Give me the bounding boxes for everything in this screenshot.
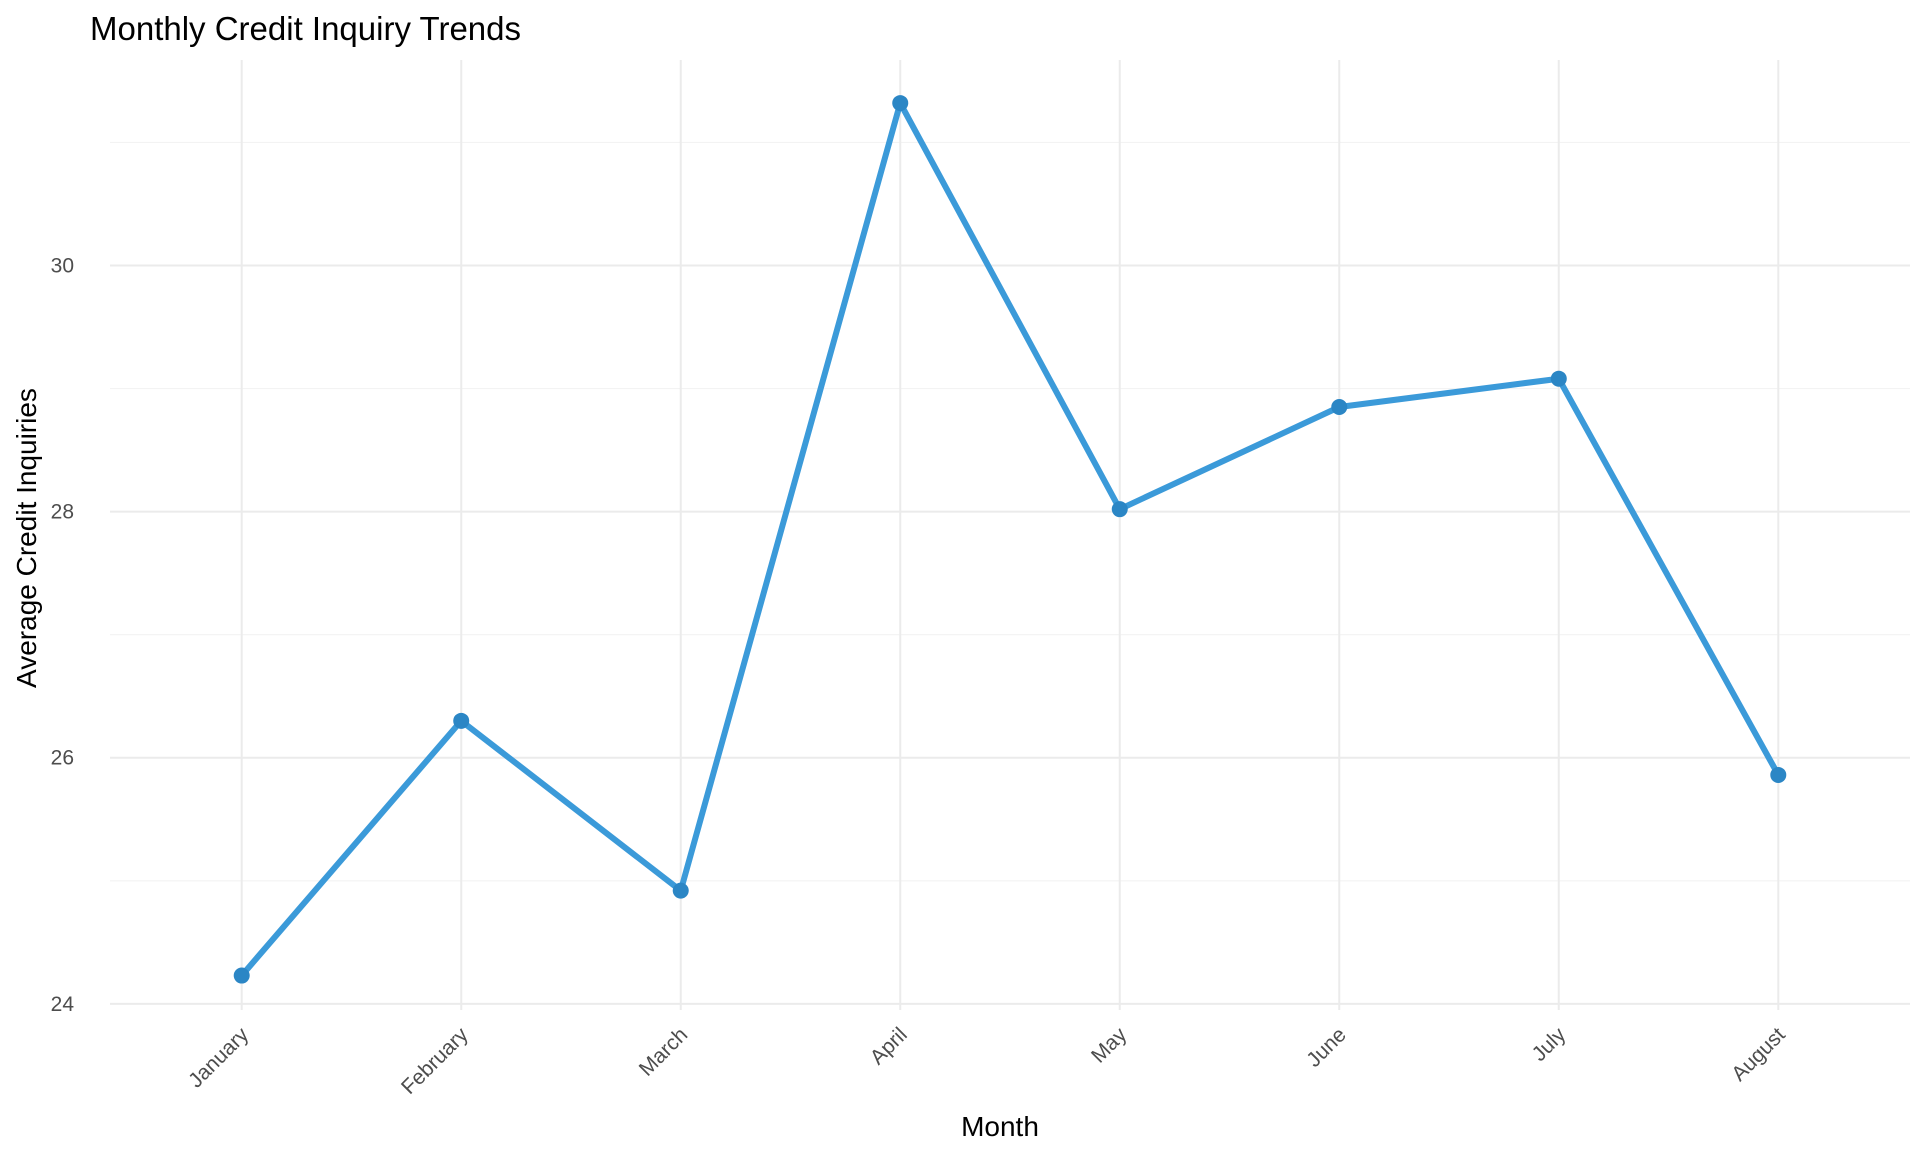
grid: [110, 60, 1910, 1010]
series-line: [238, 100, 1782, 979]
series-line-group: [233, 95, 1787, 984]
chart-title: Monthly Credit Inquiry Trends: [90, 10, 521, 47]
data-point: [1550, 370, 1567, 387]
x-tick-label: March: [635, 1023, 693, 1081]
x-tick-label: June: [1302, 1023, 1350, 1071]
x-tick-label: April: [866, 1023, 912, 1069]
x-tick-label: February: [397, 1023, 473, 1099]
x-tick-label: July: [1528, 1023, 1571, 1066]
x-tick-label: August: [1727, 1023, 1790, 1086]
data-point: [892, 95, 909, 112]
y-tick-label: 28: [51, 501, 74, 524]
y-tick-label: 24: [51, 993, 75, 1016]
data-point: [233, 967, 250, 984]
x-axis-title: Month: [961, 1111, 1039, 1142]
data-point: [672, 882, 689, 899]
data-point: [1111, 501, 1128, 518]
data-point: [453, 712, 470, 729]
x-tick-label: May: [1087, 1023, 1132, 1068]
y-axis-title: Average Credit Inquiries: [11, 388, 42, 688]
x-tick-label: January: [184, 1023, 253, 1092]
data-point: [1770, 766, 1787, 783]
data-point: [1331, 399, 1348, 416]
y-tick-label: 30: [51, 255, 74, 278]
y-tick-label: 26: [51, 747, 74, 770]
